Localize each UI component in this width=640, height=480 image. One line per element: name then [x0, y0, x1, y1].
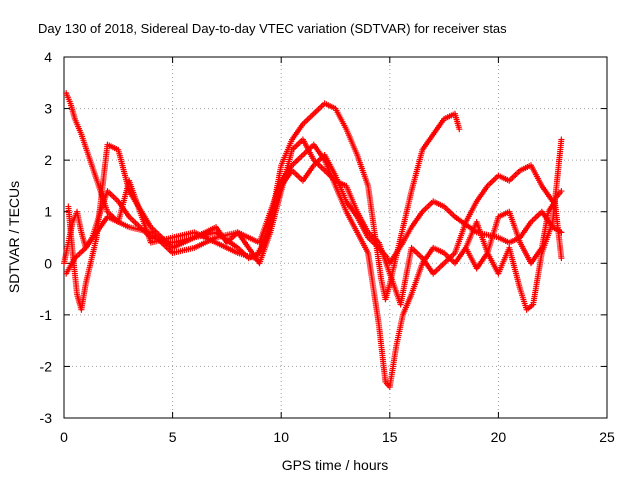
- y-tick-label: 2: [44, 152, 52, 168]
- data-point-markers: [462, 198, 565, 272]
- y-tick-label: 3: [44, 101, 52, 117]
- y-tick-label: -2: [40, 358, 53, 374]
- y-tick-label: -3: [40, 410, 53, 426]
- y-tick-label: 4: [44, 49, 52, 65]
- grid-lines: [64, 57, 607, 418]
- y-tick-label: 0: [44, 255, 52, 271]
- x-axis-label: GPS time / hours: [282, 457, 389, 473]
- x-tick-label: 15: [382, 429, 398, 445]
- data-point-markers: [63, 90, 463, 303]
- series-track-e: [462, 198, 565, 272]
- axis-ticks: 0 5 10 15 20 25 -3 -2 -1 0 1 2 3 4: [40, 49, 615, 445]
- plot-frame: [63, 56, 608, 419]
- series-track-b: [63, 90, 463, 303]
- x-tick-label: 25: [599, 429, 615, 445]
- series-track-d: [63, 136, 565, 391]
- y-axis-label: SDTVAR / TECUs: [6, 181, 22, 293]
- x-tick-label: 0: [60, 429, 68, 445]
- x-tick-label: 20: [491, 429, 507, 445]
- data-point-markers: [65, 136, 565, 313]
- data-points: [61, 90, 565, 391]
- data-point-markers: [63, 136, 565, 391]
- y-tick-label: 1: [44, 204, 52, 220]
- y-tick-label: -1: [40, 307, 53, 323]
- x-tick-label: 10: [273, 429, 289, 445]
- series-track-c: [65, 136, 565, 313]
- x-tick-label: 5: [169, 429, 177, 445]
- chart-title: Day 130 of 2018, Sidereal Day-to-day VTE…: [38, 21, 507, 36]
